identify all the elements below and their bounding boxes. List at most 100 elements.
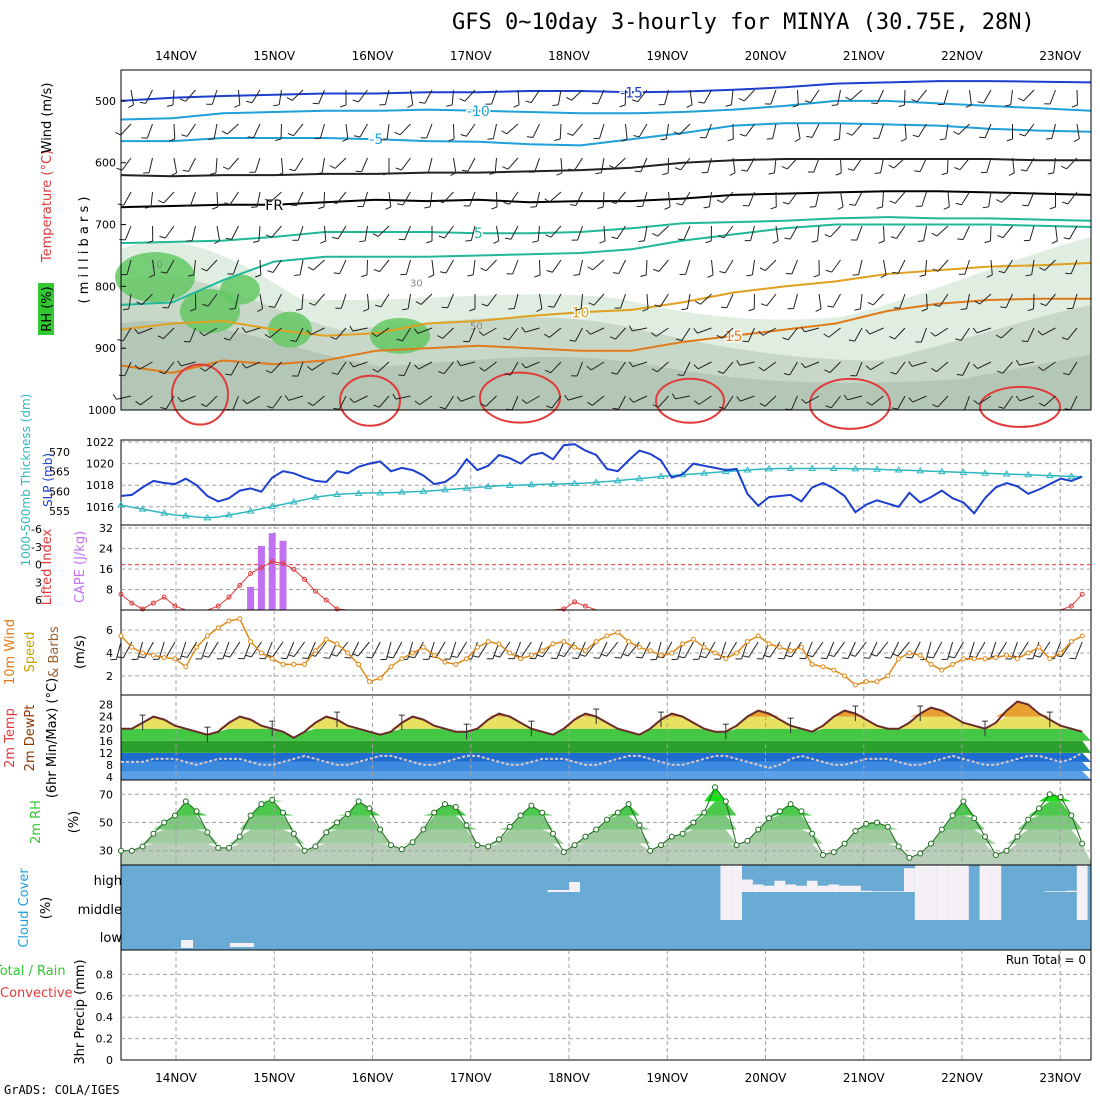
wind-barb — [681, 327, 691, 341]
wind-speed-marker — [820, 664, 826, 670]
wind-barb-flag — [459, 98, 466, 102]
wind-barb-flag — [845, 96, 852, 101]
wind-barb — [456, 641, 468, 658]
wind-barb — [872, 293, 884, 306]
wind-speed-marker — [615, 629, 621, 635]
wind-barb — [858, 259, 863, 275]
wind-barb — [897, 395, 906, 410]
wind-barb — [559, 123, 562, 140]
day-gridlines — [175, 950, 1061, 1060]
wind-barb-flag — [782, 201, 789, 205]
cloud-axis-label: Cloud Cover — [17, 868, 32, 948]
wind-barb-flag — [502, 166, 509, 170]
rh-marker — [884, 823, 891, 830]
wind-barb-flag — [387, 656, 394, 659]
wind-barb — [318, 89, 325, 105]
wind-barb — [614, 157, 626, 169]
wind-barb — [288, 395, 304, 401]
wind-barb — [959, 157, 970, 170]
wind-barb — [1072, 293, 1078, 309]
wind-barb — [685, 259, 691, 275]
wind-barb-flag — [651, 368, 658, 373]
li-tick-label: 3 — [35, 576, 42, 589]
wind-speed-marker — [928, 661, 934, 667]
thickness-marker — [441, 485, 449, 493]
wind-barb-flag — [1061, 337, 1068, 341]
wind-barb — [525, 361, 540, 369]
wind-barb — [189, 327, 196, 343]
wind-speed-marker — [939, 667, 945, 673]
wind-barb — [126, 259, 132, 275]
wind-barb — [294, 157, 304, 171]
wind-barb-flag — [1040, 303, 1047, 307]
wind-barb — [556, 641, 565, 659]
lifted-index-line — [120, 561, 1083, 611]
rh-marker — [550, 830, 556, 837]
wind-barb-flag — [136, 301, 143, 306]
wind-barb-flag — [813, 274, 820, 278]
wind-barb-flag — [546, 405, 553, 409]
wind-barb — [746, 157, 755, 172]
wind-barb — [838, 123, 841, 139]
wind-barb — [962, 361, 970, 376]
wind-speed-marker — [636, 644, 642, 650]
wind-barb — [764, 395, 777, 407]
wind-barb — [854, 641, 867, 657]
wind-barb-flag — [456, 360, 461, 366]
rh-marker — [377, 826, 384, 833]
wind-barb-flag — [330, 201, 337, 205]
wind-barb-flag — [245, 654, 252, 658]
wind-barb-flag — [478, 331, 484, 336]
wind-barb-flag — [241, 327, 247, 333]
wind-barb — [186, 641, 198, 658]
precip-total-label: Total / Rain — [0, 964, 66, 979]
wind-barb — [254, 157, 261, 173]
wind-barb-flag — [487, 138, 494, 140]
wind-barb-flag — [503, 337, 510, 341]
wind-barb-flag — [585, 329, 591, 335]
wind-speed-marker — [377, 675, 383, 681]
rh-marker — [571, 842, 578, 849]
wind-barb — [539, 259, 541, 276]
rh-marker — [593, 826, 600, 833]
wind-barb — [810, 89, 820, 103]
wind-barb-flag — [931, 232, 938, 237]
wind-speed-marker — [518, 656, 524, 662]
wind-barb — [506, 123, 519, 135]
isotherm-line — [121, 122, 1092, 147]
wind-speed-marker — [226, 618, 232, 624]
rh-marker — [560, 849, 567, 856]
wind-barb — [1042, 327, 1056, 336]
bottom-day-label: 20NOV — [745, 1071, 787, 1085]
wind-barb-flag — [742, 340, 749, 343]
wind-speed-marker — [809, 661, 815, 667]
wind-barb-flag — [695, 300, 701, 305]
wind-barb — [553, 293, 562, 308]
rh-marker — [344, 811, 351, 818]
wind-barb-flag — [782, 337, 789, 341]
wind-barb-flag — [996, 370, 1003, 374]
rh-marker — [334, 819, 340, 826]
wind-barb — [420, 293, 433, 305]
bottom-day-label: 23NOV — [1039, 1071, 1081, 1085]
wind-barb — [1029, 225, 1035, 241]
wind-barb-flag — [480, 403, 486, 407]
wind-barb-flag — [892, 271, 899, 274]
wind-barb-flag — [863, 657, 870, 659]
wind-barb — [932, 641, 943, 659]
wind-barb-flag — [717, 235, 724, 239]
wind-barb — [788, 191, 798, 205]
wind-barb — [1004, 259, 1013, 273]
wind-barb — [989, 225, 992, 242]
wind-tick-label: 2 — [106, 670, 113, 683]
rh-marker — [604, 816, 610, 823]
wind-barb — [165, 641, 176, 658]
wind-barb-flag — [614, 656, 621, 659]
wind-barb-flag — [461, 169, 469, 172]
wind-barb — [353, 361, 368, 368]
wind-barb — [359, 123, 368, 138]
lifted-index-marker — [1079, 591, 1085, 597]
rh-marker — [1036, 805, 1042, 812]
thickness-marker — [527, 480, 536, 488]
wind-barb-flag — [273, 104, 280, 107]
